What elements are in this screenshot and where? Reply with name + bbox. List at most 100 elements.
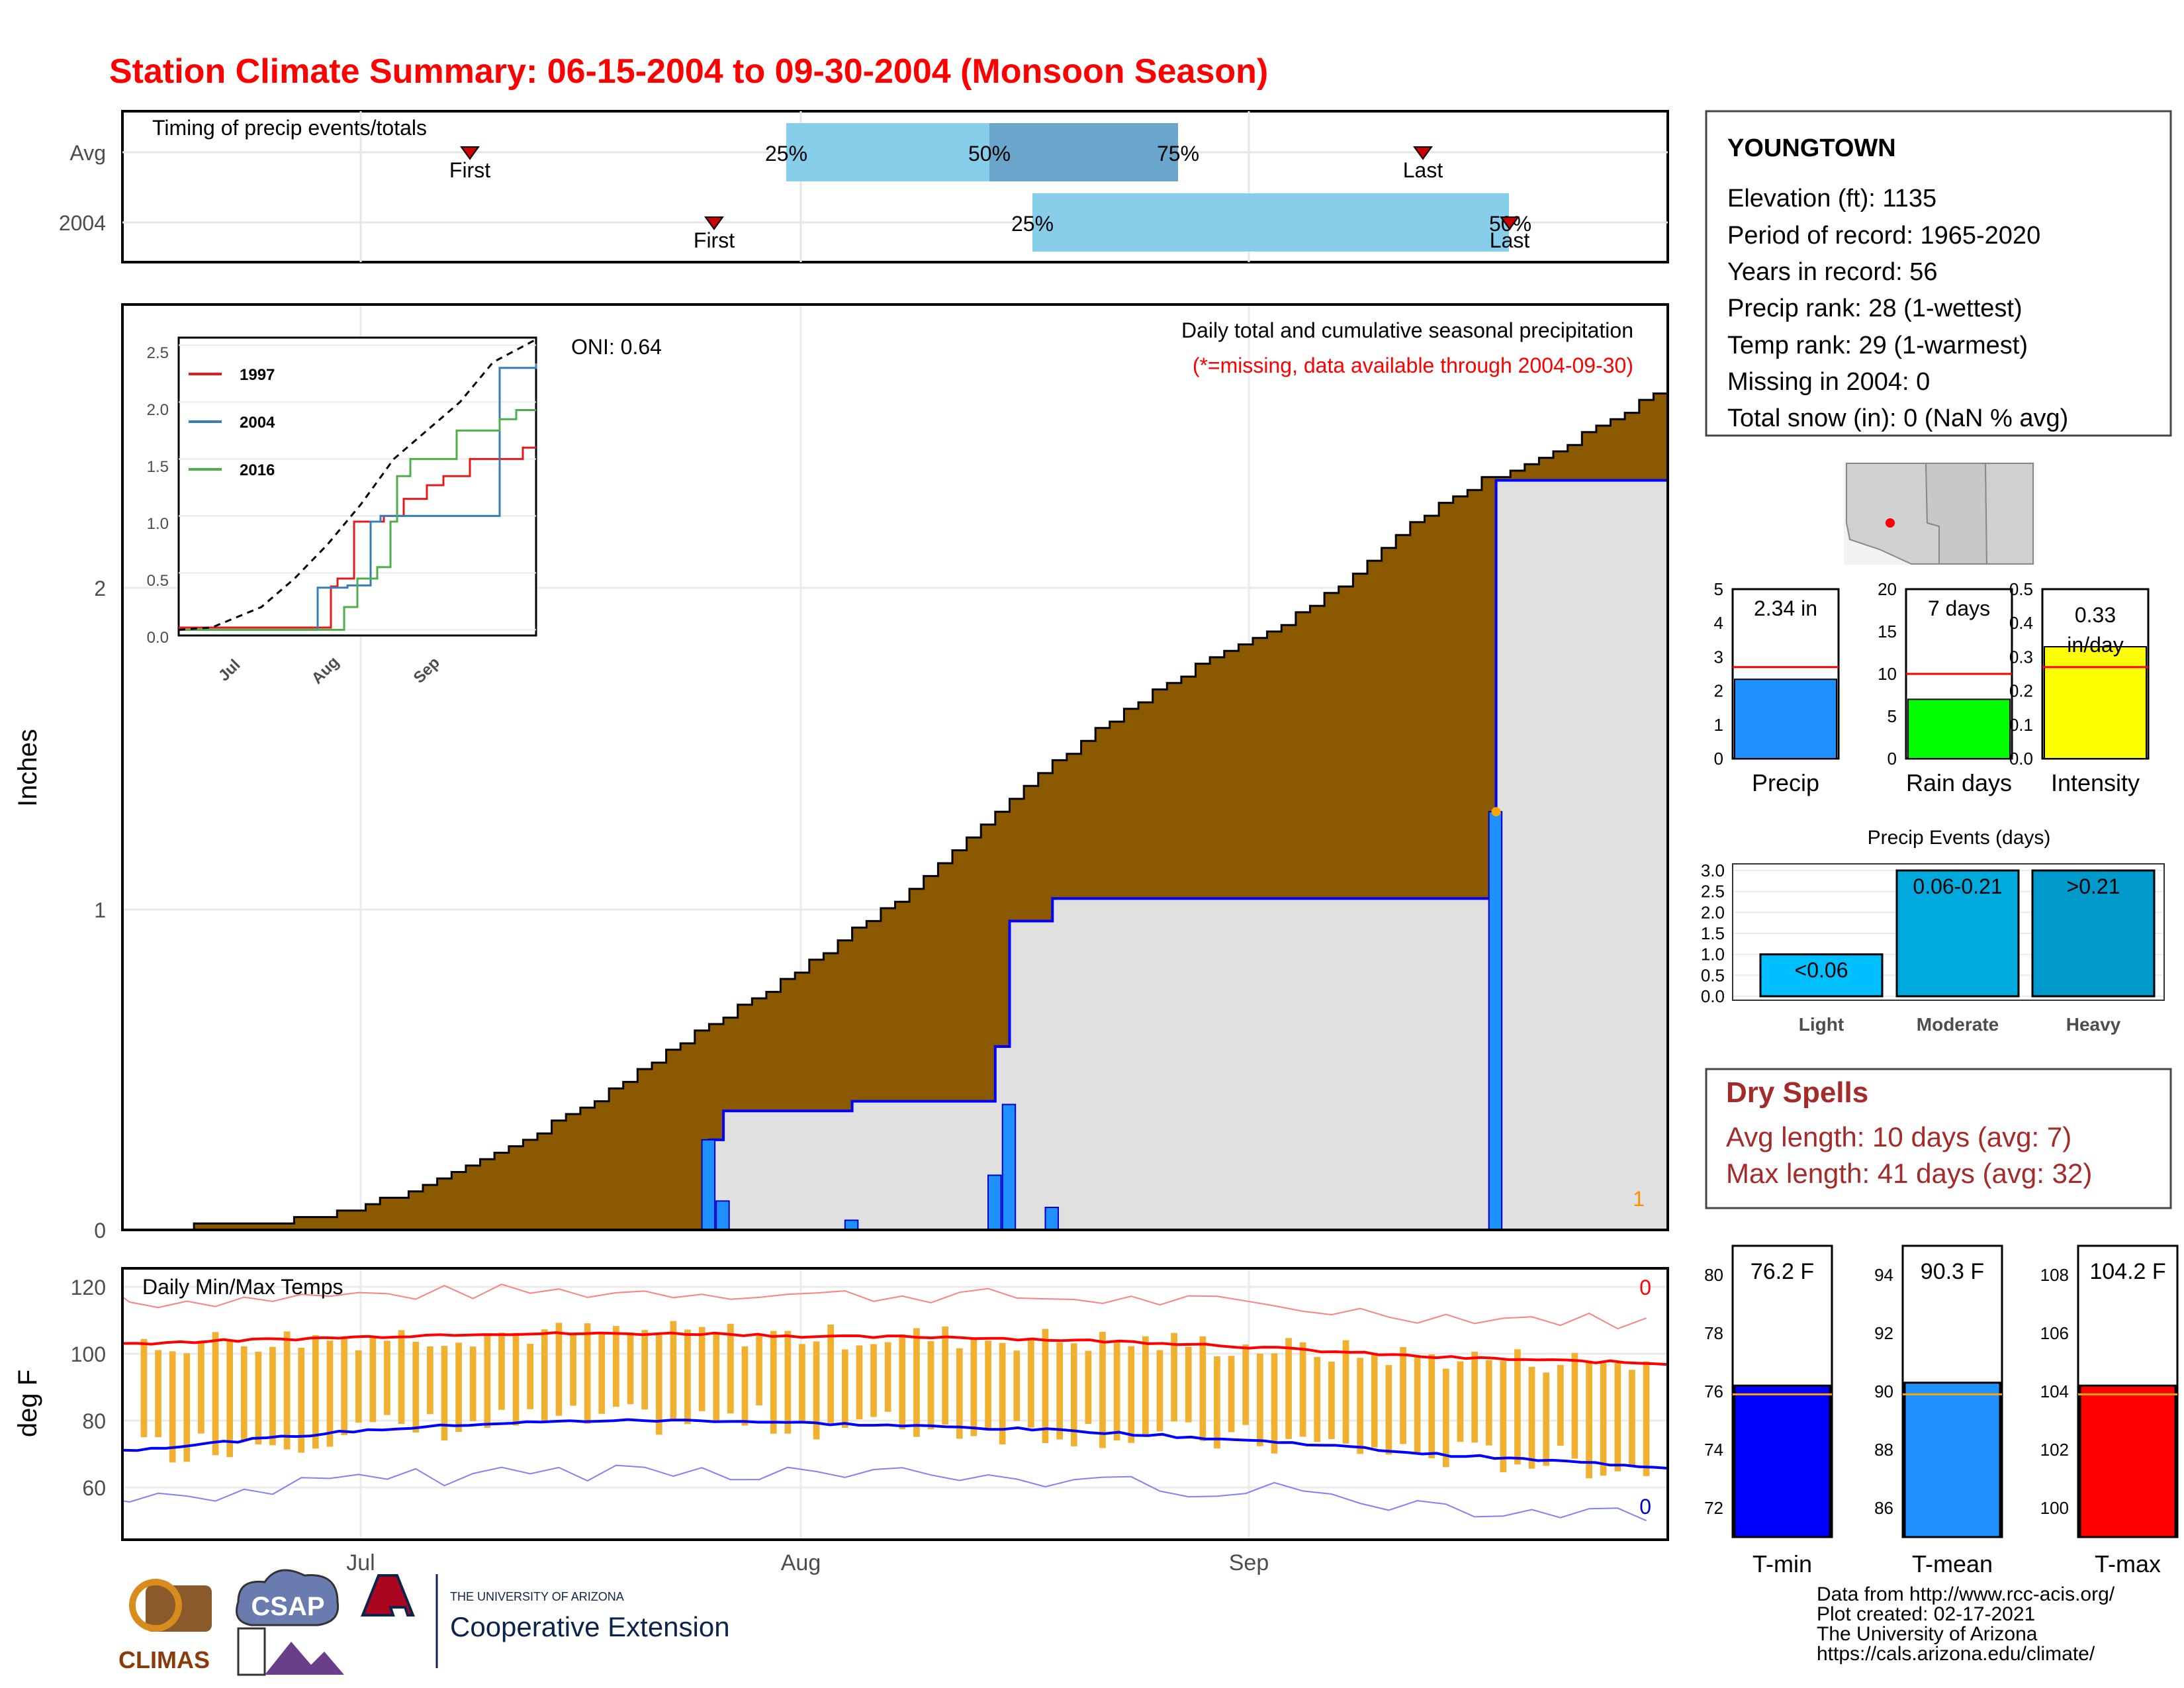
daily-temp-bar <box>1428 1354 1435 1458</box>
daily-temp-bar <box>899 1334 906 1430</box>
inset-line-2016 <box>179 408 536 631</box>
daily-temp-bar <box>412 1342 420 1432</box>
daily-temp-bar <box>698 1327 705 1411</box>
temp-bar-label: T-mean <box>1912 1550 1993 1577</box>
temp-panel-title: Daily Min/Max Temps <box>142 1275 343 1299</box>
daily-temp-bar <box>1357 1358 1363 1454</box>
temp-bar-tick: 102 <box>2040 1440 2069 1460</box>
events-tick: 0.5 <box>1701 965 1725 985</box>
inset-legend-1997: 1997 <box>240 366 275 384</box>
daily-temp-bar <box>1185 1346 1192 1423</box>
daily-temp-bar <box>770 1331 777 1434</box>
dry-spells-max: Max length: 41 days (avg: 32) <box>1726 1158 2092 1189</box>
daily-precip-bar <box>987 1174 1002 1231</box>
daily-temp-bar <box>1070 1343 1077 1446</box>
daily-temp-bar <box>1614 1363 1621 1472</box>
mini-bar-tick: 0.0 <box>2009 749 2033 769</box>
daily-temp-bar <box>1457 1361 1464 1442</box>
footer-line: Plot created: 02-17-2021 <box>1817 1603 2035 1625</box>
daily-temp-bar <box>1414 1356 1421 1453</box>
events-title: Precip Events (days) <box>1868 827 2051 849</box>
climas-logo-text: CLIMAS <box>118 1646 210 1673</box>
daily-temp-bar <box>1314 1356 1321 1442</box>
y2004-25-75-bar <box>1032 193 1509 252</box>
daily-temp-bar <box>212 1332 219 1456</box>
daily-temp-bar <box>942 1326 948 1425</box>
daily-temp-bar <box>1543 1372 1550 1466</box>
mini-bar-tick: 2 <box>1714 681 1723 701</box>
daily-temp-bar <box>884 1342 891 1412</box>
daily-temp-bar <box>269 1346 276 1446</box>
csap-logo: CSAP <box>236 1569 344 1676</box>
daily-temp-bar <box>827 1325 834 1424</box>
daily-temp-bar <box>1128 1346 1135 1443</box>
events-tick: 2.0 <box>1701 902 1725 922</box>
observed-cumulative-line <box>122 479 1668 1231</box>
precip-panel-title: Daily total and cumulative seasonal prec… <box>1181 318 1633 342</box>
mini-bar-tick: 10 <box>1878 664 1897 684</box>
station-missing: Missing in 2004: 0 <box>1727 368 1930 396</box>
events-bar-label: <0.06 <box>1795 959 1848 982</box>
temp-y-axis-label: deg F <box>13 1370 42 1437</box>
events-tick: 1.5 <box>1701 923 1725 943</box>
temp-bar-tick: 80 <box>1704 1265 1723 1285</box>
temp-bar-tick: 78 <box>1704 1323 1723 1343</box>
daily-temp-bar <box>1514 1349 1521 1465</box>
inset-y-tick: 1.0 <box>147 515 169 533</box>
avg-max-line <box>122 1331 1668 1366</box>
daily-temp-bar <box>799 1344 805 1423</box>
mini-bar-tick: 0.4 <box>2009 613 2033 633</box>
inset-line-1997 <box>179 446 536 629</box>
mini-bar-value: 2.34 in <box>1754 596 1817 620</box>
daily-temp-bar <box>584 1323 591 1424</box>
mini-bar-tick: 5 <box>1714 579 1723 599</box>
daily-temp-bar <box>1228 1356 1235 1432</box>
temp-bar-tick: 86 <box>1874 1498 1893 1518</box>
station-info-box: YOUNGTOWN Elevation (ft): 1135 Period of… <box>1705 110 2172 437</box>
mini-bar-tick: 15 <box>1878 622 1897 641</box>
footer-line: The University of Arizona <box>1817 1623 2038 1645</box>
climas-logo: CLIMAS <box>118 1579 212 1673</box>
mini-bar-tick: 1 <box>1714 715 1723 735</box>
mini-bar-tick: 0.3 <box>2009 647 2033 667</box>
daily-temp-bar <box>369 1338 377 1423</box>
daily-temp-bar <box>1629 1370 1635 1466</box>
daily-temp-bar <box>427 1346 433 1415</box>
inset-avg-line <box>178 338 537 631</box>
daily-temp-bar <box>1471 1351 1478 1443</box>
daily-precip-bar <box>701 1139 716 1231</box>
temp-bottom-label: 0 <box>1639 1495 1651 1519</box>
daily-temp-bar <box>1271 1353 1278 1454</box>
mini-bar <box>2044 646 2147 759</box>
daily-temp-bar <box>1257 1353 1263 1446</box>
avg-p25-label: 25% <box>765 142 807 165</box>
inset-legend-2004: 2004 <box>240 414 275 432</box>
daily-temp-bar <box>1371 1352 1378 1448</box>
station-period: Period of record: 1965-2020 <box>1727 222 2040 250</box>
daily-temp-bar <box>1013 1350 1021 1421</box>
daily-temp-bar <box>169 1351 176 1463</box>
daily-temp-bar <box>326 1340 334 1447</box>
daily-temp-bar <box>441 1346 448 1441</box>
temp-bar-tick: 106 <box>2040 1323 2069 1343</box>
temp-bar-tick: 108 <box>2040 1265 2069 1285</box>
daily-temp-bar <box>341 1338 347 1436</box>
daily-temp-bar <box>283 1331 291 1450</box>
temp-bar-value: 90.3 F <box>1921 1259 1984 1284</box>
daily-precip-bar <box>844 1219 859 1231</box>
daily-temp-bar <box>627 1332 634 1405</box>
temp-bar-value: 76.2 F <box>1751 1259 1814 1284</box>
temp-bar-value: 104.2 F <box>2089 1259 2165 1284</box>
daily-temp-bar <box>1285 1338 1292 1439</box>
daily-temp-bar <box>1385 1365 1392 1455</box>
mini-bar-label: Precip <box>1752 769 1819 796</box>
events-bar-label: 0.06-0.21 <box>1913 874 2002 898</box>
temp-bar-label: T-max <box>2095 1550 2161 1577</box>
record-high-line <box>122 1284 1647 1330</box>
daily-temp-bar <box>1571 1352 1578 1459</box>
daily-temp-bar <box>613 1326 619 1407</box>
daily-temp-bar <box>555 1323 563 1416</box>
daily-temp-bar <box>741 1346 749 1426</box>
daily-temp-bar <box>641 1330 648 1410</box>
